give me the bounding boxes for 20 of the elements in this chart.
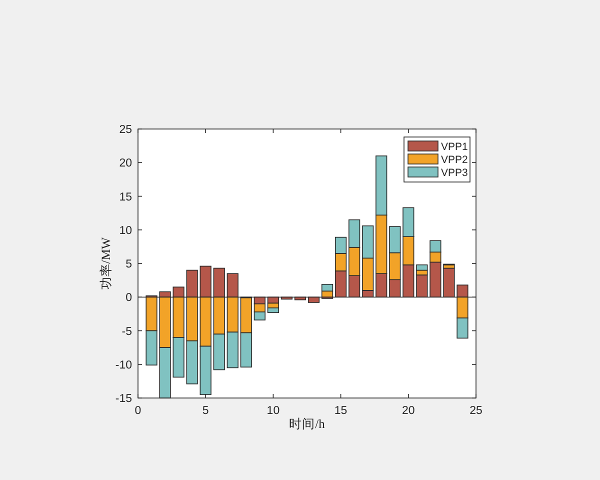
x-tick-label: 5 [202,405,209,417]
y-tick-label: 0 [126,292,132,304]
x-tick-label: 25 [470,405,482,417]
x-tick-label: 15 [334,405,348,417]
x-tick-label: 20 [402,405,415,417]
legend-label: VPP1 [441,141,468,153]
legend-label: VPP3 [441,167,468,179]
x-tick-label: 10 [266,405,280,417]
y-tick-label: -15 [115,393,132,405]
legend-label: VPP2 [441,154,468,166]
x-tick-label: 0 [134,405,142,417]
y-axis-title: 功率/MW [98,237,113,290]
y-tick-label: 15 [119,191,132,204]
y-tick-label: -5 [122,326,132,338]
y-tick-label: -10 [115,359,132,372]
y-tick-label: 25 [119,124,132,136]
y-tick-label: 5 [126,258,132,270]
y-tick-label: 20 [119,158,132,170]
y-tick-label: 10 [119,224,132,237]
x-axis-title: 时间/h [289,417,326,431]
